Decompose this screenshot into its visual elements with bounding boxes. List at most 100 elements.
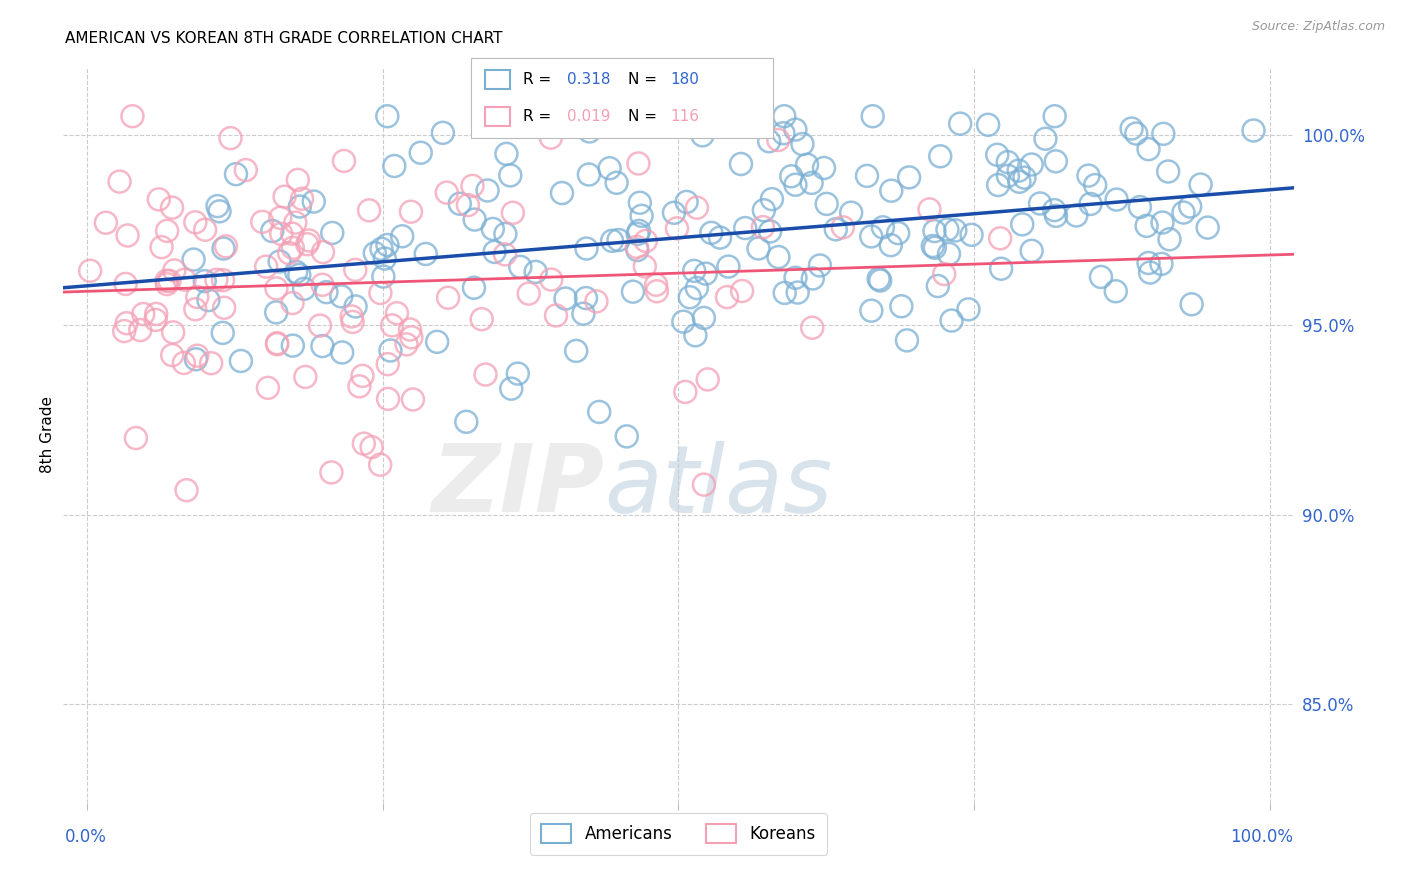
Point <box>474 368 496 382</box>
Text: 0.0%: 0.0% <box>65 828 107 846</box>
Point <box>839 205 862 219</box>
Point <box>349 379 371 393</box>
Point <box>607 233 630 247</box>
Point <box>856 169 879 183</box>
Point <box>572 307 595 321</box>
Point <box>382 159 405 173</box>
Point <box>344 263 367 277</box>
Point <box>860 229 883 244</box>
Point <box>1084 178 1107 193</box>
Point <box>785 122 807 136</box>
Point <box>381 318 404 333</box>
Point <box>212 242 235 256</box>
Point <box>117 228 139 243</box>
Point <box>266 337 288 351</box>
Point <box>716 290 738 304</box>
Point <box>173 273 195 287</box>
Point <box>517 286 540 301</box>
Point <box>588 405 610 419</box>
Point <box>1121 121 1143 136</box>
Point <box>672 315 695 329</box>
Point <box>287 173 309 187</box>
Point <box>145 313 167 327</box>
Point <box>461 178 484 193</box>
Point <box>801 271 824 285</box>
Point <box>321 466 343 480</box>
Point <box>360 440 382 454</box>
Point <box>457 198 479 212</box>
Point <box>194 223 217 237</box>
Point <box>1066 209 1088 223</box>
Point <box>860 303 883 318</box>
Point <box>921 239 943 253</box>
Point <box>990 261 1012 276</box>
Point <box>148 192 170 206</box>
Point <box>463 281 485 295</box>
Point <box>679 290 702 304</box>
Point <box>353 436 375 450</box>
Point <box>627 156 650 170</box>
Point <box>918 202 941 217</box>
Point <box>673 109 696 123</box>
Text: 116: 116 <box>671 109 700 124</box>
Point <box>645 285 668 299</box>
Point <box>824 222 846 236</box>
Point <box>785 178 807 192</box>
Point <box>352 368 374 383</box>
Point <box>759 225 782 239</box>
Legend: Americans, Koreans: Americans, Koreans <box>530 813 827 855</box>
Point <box>747 242 769 256</box>
Point <box>1043 109 1066 123</box>
Point <box>957 302 980 317</box>
Point <box>370 285 392 300</box>
Point <box>927 279 949 293</box>
Point <box>1159 232 1181 246</box>
Point <box>340 310 363 324</box>
Point <box>1137 142 1160 156</box>
Point <box>780 169 803 184</box>
Text: R =: R = <box>523 109 557 124</box>
Point <box>1129 200 1152 214</box>
Point <box>768 250 790 264</box>
Point <box>273 189 295 203</box>
Point <box>311 339 333 353</box>
Point <box>728 116 751 130</box>
Point <box>385 306 408 320</box>
Point <box>1136 219 1159 233</box>
Point <box>494 227 516 241</box>
Point <box>121 109 143 123</box>
Point <box>540 272 562 286</box>
Point <box>693 477 716 491</box>
Point <box>297 237 319 252</box>
Point <box>464 212 486 227</box>
Point <box>1021 157 1043 171</box>
Point <box>266 336 288 351</box>
Text: N =: N = <box>628 109 662 124</box>
Point <box>285 265 308 279</box>
Point <box>934 267 956 281</box>
Point <box>801 320 824 334</box>
Point <box>887 226 910 240</box>
Point <box>1045 209 1067 223</box>
Point <box>212 301 235 315</box>
Point <box>1077 169 1099 183</box>
Point <box>200 356 222 370</box>
Point <box>634 260 657 274</box>
Point <box>333 153 356 168</box>
Text: N =: N = <box>628 72 662 87</box>
Point <box>399 204 422 219</box>
Point <box>1090 269 1112 284</box>
Point <box>700 226 723 240</box>
Point <box>114 277 136 291</box>
Point <box>278 246 301 260</box>
Text: 0.318: 0.318 <box>567 72 610 87</box>
Text: ZIP: ZIP <box>432 441 605 533</box>
Point <box>197 293 219 307</box>
Point <box>156 277 179 292</box>
Text: 100.0%: 100.0% <box>1230 828 1294 846</box>
Point <box>312 245 335 260</box>
Point <box>731 284 754 298</box>
Point <box>692 128 714 143</box>
Point <box>129 323 152 337</box>
Point <box>494 247 516 261</box>
